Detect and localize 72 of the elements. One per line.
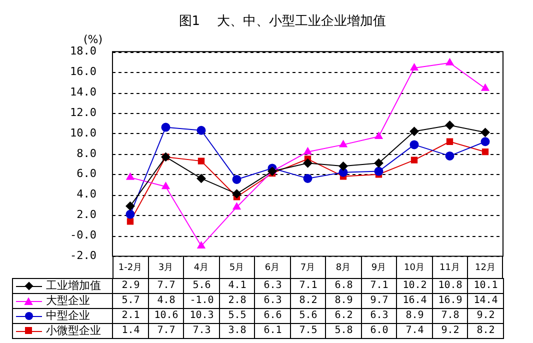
x-tick-label: 8月: [336, 262, 351, 273]
data-label: 2.9: [112, 278, 148, 294]
x-tick-label: 9月: [371, 262, 386, 273]
x-tick-label: 5月: [229, 262, 244, 273]
data-label: 4.1: [219, 278, 255, 294]
x-tick-label: 4月: [194, 262, 209, 273]
data-label: 16.4: [396, 294, 432, 309]
data-label: 5.8: [326, 324, 362, 339]
data-label: 5.6: [184, 278, 220, 294]
y-tick-label: 2.0: [76, 208, 96, 222]
data-label: 2.1: [112, 308, 148, 324]
y-tick-label: 6.0: [76, 167, 96, 180]
data-label: 10.2: [396, 278, 432, 294]
data-label: 7.8: [432, 308, 468, 324]
y-tick-label: 12.0: [70, 106, 96, 119]
x-tick-label: 7月: [300, 262, 316, 273]
y-tick-label: 8.0: [76, 146, 96, 160]
data-label: 6.3: [254, 278, 290, 294]
data-label: 2.8: [219, 294, 255, 309]
y-tick-label: -2.0: [70, 249, 96, 262]
x-tick-label: 12月: [475, 262, 496, 273]
data-label: 10.6: [148, 308, 184, 324]
y-axis-title: (%): [83, 32, 103, 46]
data-label: 10.1: [468, 278, 504, 294]
data-label: 7.7: [148, 278, 184, 294]
legend-label: 工业增加值: [12, 278, 113, 294]
y-tick-label: 4.0: [76, 188, 96, 201]
data-label: 7.7: [148, 324, 184, 339]
data-label: 6.8: [326, 278, 362, 294]
data-label: 6.3: [361, 308, 397, 324]
data-label: 14.4: [468, 294, 504, 309]
data-label: 10.3: [184, 308, 220, 324]
data-label: 16.9: [432, 294, 468, 309]
legend-label: 大型企业: [12, 294, 113, 309]
data-label: 1.4: [112, 324, 148, 339]
data-label: 9.2: [432, 324, 468, 339]
data-label: 9.7: [361, 294, 397, 309]
data-label: 7.3: [184, 324, 220, 339]
y-tick-label: 16.0: [70, 64, 96, 78]
x-tick-label: 6月: [264, 262, 280, 273]
legend-label: 小微型企业: [12, 324, 113, 339]
data-label: 8.9: [396, 308, 432, 324]
data-label: 9.2: [468, 308, 504, 324]
data-label: 5.5: [219, 308, 255, 324]
data-label: 8.2: [290, 294, 326, 309]
data-label: 6.1: [254, 324, 290, 339]
data-label: -1.0: [184, 294, 220, 309]
data-label: 8.2: [468, 324, 504, 339]
data-label: 6.6: [254, 308, 290, 324]
x-tick-label: 11月: [440, 262, 460, 273]
x-tick-label: 1-2月: [118, 262, 142, 273]
data-label: 6.0: [361, 324, 397, 339]
data-label: 7.4: [396, 324, 432, 339]
data-label: 6.3: [254, 294, 290, 309]
y-tick-label: 10.0: [70, 126, 96, 140]
data-label: 7.5: [290, 324, 326, 339]
data-label: 6.2: [326, 308, 362, 324]
data-label: 10.8: [432, 278, 468, 294]
data-label: 7.1: [361, 278, 397, 294]
data-label: 5.6: [290, 308, 326, 324]
x-tick-label: 10月: [404, 262, 424, 273]
data-label: 5.7: [112, 294, 148, 309]
chart-title: 图1 大、中、小型工业企业增加值: [178, 14, 386, 30]
data-label: 3.8: [219, 324, 255, 339]
legend-label: 中型企业: [12, 308, 113, 324]
data-label: 7.1: [290, 278, 326, 294]
y-tick-label: -0.0: [70, 228, 96, 242]
data-label: 8.9: [326, 294, 362, 309]
y-tick-label: 14.0: [70, 85, 96, 98]
x-tick-label: 3月: [158, 262, 174, 273]
data-label: 4.8: [148, 294, 184, 309]
y-tick-label: 18.0: [70, 44, 96, 58]
